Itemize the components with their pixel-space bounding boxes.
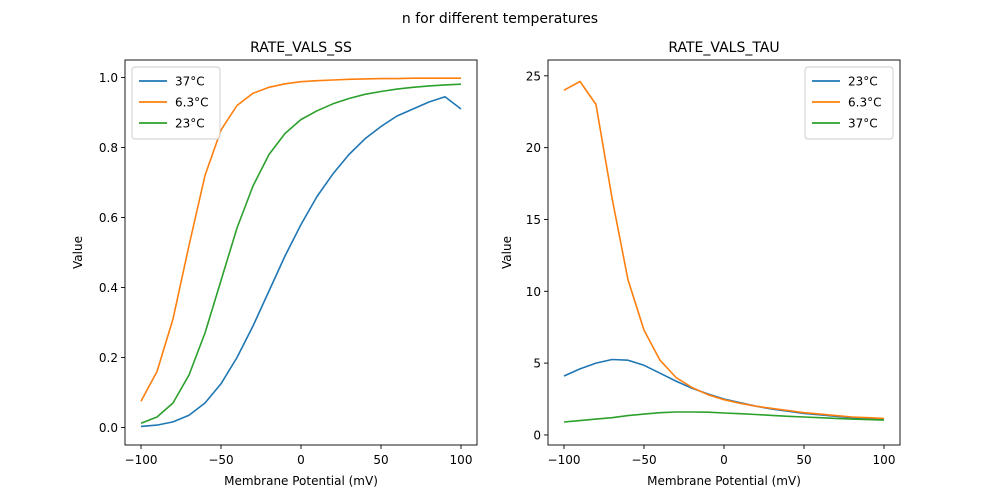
y-tick-label: 0.0 [99,421,118,435]
x-tick-label: −100 [125,453,158,467]
x-tick-label: −100 [548,453,581,467]
y-tick-label: 0 [533,428,541,442]
x-tick-label: 0 [297,453,305,467]
y-tick-label: 0.4 [99,281,118,295]
series-line-1 [140,77,461,402]
legend-box [804,66,894,140]
y-tick-label: 0.6 [99,211,118,225]
x-tick-label: 100 [450,453,473,467]
legend-label-0: 37°C [175,75,205,89]
x-axis-label: Membrane Potential (mV) [647,474,801,488]
series-line-2 [140,83,462,425]
x-tick-label: 100 [873,453,896,467]
series-line-2 [563,411,885,423]
y-tick-label: 5 [533,357,541,371]
y-tick-label: 0.2 [99,351,118,365]
legend-label-0: 23°C [848,75,878,89]
legend-box [131,66,221,140]
x-tick-label: 50 [796,453,811,467]
y-tick-label: 1.0 [99,71,118,85]
y-axis-label: Value [71,236,85,269]
series-line-0 [140,96,462,428]
y-tick-label: 20 [526,141,541,155]
figure-suptitle: n for different temperatures [402,11,598,27]
legend-label-1: 6.3°C [848,96,881,110]
x-tick-label: −50 [208,453,233,467]
x-axis-label: Membrane Potential (mV) [224,474,378,488]
legend-label-1: 6.3°C [175,96,208,110]
y-tick-label: 25 [526,69,541,83]
y-tick-label: 0.8 [99,141,118,155]
legend-label-2: 37°C [848,117,878,131]
y-tick-label: 15 [526,213,541,227]
subplot-title: RATE_VALS_TAU [668,40,779,56]
x-tick-label: 0 [720,453,728,467]
y-tick-label: 10 [526,285,541,299]
subplot-rate-vals-ss: RATE_VALS_SS −100 −50 0 50 100 0.0 0.2 0.4 0.6 0.8… [71,40,478,488]
series-line-0 [563,358,885,420]
x-tick-label: 50 [373,453,388,467]
subplot-rate-vals-tau: RATE_VALS_TAU −100 −50 0 50 100 0 5 10 15 20 25 Memb… [500,40,901,488]
subplot-title: RATE_VALS_SS [250,40,352,56]
series-line-1 [563,80,885,420]
x-tick-label: −50 [631,453,656,467]
y-axis-label: Value [500,236,514,269]
legend: 37°C 6.3°C 23°C [131,66,221,140]
legend: 23°C 6.3°C 37°C [804,66,894,140]
legend-label-2: 23°C [175,117,205,131]
